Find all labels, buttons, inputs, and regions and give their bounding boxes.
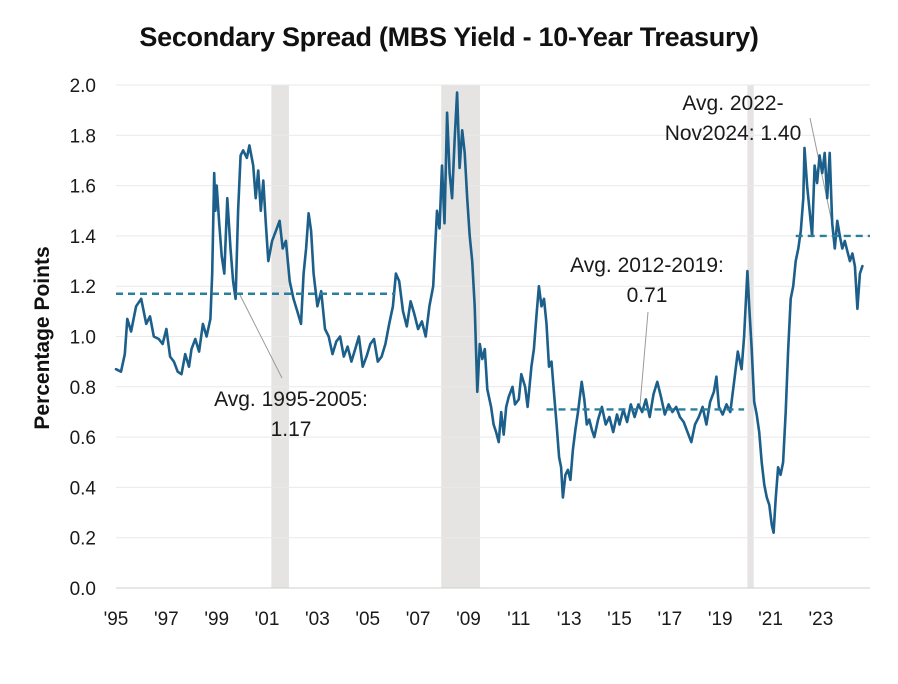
y-tick-label: 1.8: [70, 126, 96, 147]
annotation-leader-1: [639, 311, 649, 410]
x-tick-label: '03: [305, 609, 330, 630]
x-tick-label: '11: [507, 609, 530, 630]
annotation-line: Avg. 2022-: [682, 92, 783, 115]
chart-title: Secondary Spread (MBS Yield - 10-Year Tr…: [139, 22, 759, 52]
annotation-line: Avg. 1995-2005:: [214, 388, 368, 411]
average-annotation-2: Avg. 2022- Nov2024: 1.40: [665, 92, 802, 145]
y-tick-label: 0.0: [70, 579, 96, 600]
x-tick-label: '19: [708, 609, 733, 630]
x-tick-label: '09: [456, 609, 481, 630]
average-lines-layer: [116, 234, 870, 411]
series-line-0: [114, 91, 864, 534]
y-tick-label: 2.0: [70, 76, 96, 97]
y-tick-label: 0.2: [70, 529, 96, 550]
y-tick-label: 1.0: [70, 328, 96, 349]
x-tick-label: '13: [557, 609, 582, 630]
y-tick-label: 0.6: [70, 428, 96, 449]
x-tick-label: '05: [355, 609, 380, 630]
y-tick-label: 1.2: [70, 277, 96, 298]
x-tick-label: '21: [758, 609, 783, 630]
x-tick-label: '95: [104, 609, 129, 630]
y-tick-label: 0.8: [70, 378, 96, 399]
series-layer: [114, 91, 864, 534]
x-tick-label: '23: [809, 609, 834, 630]
x-tick-labels: '95 '97 '99 '01 '03 '05 '07 '09 '11 '13 '15 '17 '19 '…: [104, 609, 834, 630]
x-tick-label: '01: [255, 609, 280, 630]
annotation-line: Nov2024: 1.40: [665, 122, 802, 145]
y-tick-label: 1.4: [70, 227, 97, 248]
annotation-leaders-layer: [238, 117, 836, 410]
x-tick-label: '99: [204, 609, 229, 630]
x-tick-label: '17: [657, 609, 682, 630]
annotation-line: 0.71: [627, 284, 668, 307]
average-annotation-1: Avg. 2012-2019: 0.71: [570, 254, 724, 307]
x-tick-label: '07: [406, 609, 431, 630]
annotation-line: 1.17: [271, 418, 312, 441]
average-annotation-0: Avg. 1995-2005: 1.17: [214, 388, 368, 441]
annotation-line: Avg. 2012-2019:: [570, 254, 724, 277]
annotation-leader-0: [238, 293, 283, 379]
gridlines-layer: [116, 84, 870, 589]
y-tick-label: 1.6: [70, 177, 96, 198]
y-axis-label: Percentage Points: [31, 246, 54, 429]
y-tick-label: 0.4: [70, 478, 97, 499]
x-tick-label: '97: [154, 609, 179, 630]
annotation-leader-2: [809, 117, 836, 237]
y-tick-labels: 0.0 0.2 0.4 0.6 0.8 1.0 1.2 1.4 1.6 1.8 2.0: [70, 76, 97, 600]
x-tick-label: '15: [607, 609, 632, 630]
